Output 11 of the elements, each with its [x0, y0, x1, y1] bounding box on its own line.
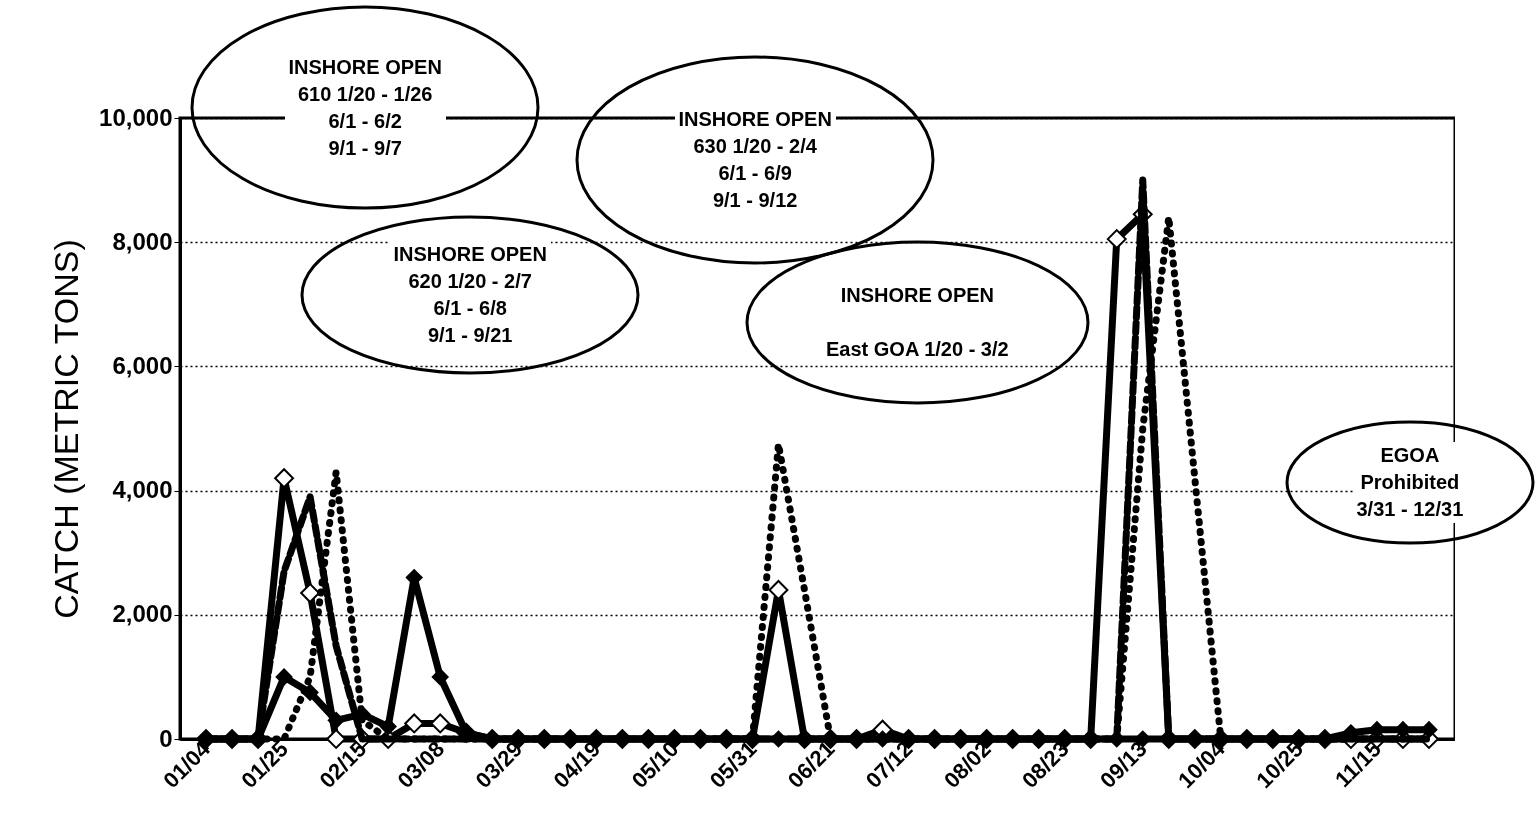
y-tick-label: 6,000	[112, 351, 173, 379]
y-tick-label: 10,000	[99, 103, 173, 131]
annotation: EGOA Prohibited 3/31 - 12/31	[1352, 442, 1468, 523]
annotation: INSHORE OPEN 620 1/20 - 2/7 6/1 - 6/8 9/1 - 9/21	[389, 241, 551, 349]
y-axis-title: CATCH (METRIC TONS)	[47, 239, 86, 619]
annotation: INSHORE OPEN 630 1/20 - 2/4 6/1 - 6/9 9/1 - 9/12	[674, 106, 836, 214]
annotation: INSHORE OPEN 610 1/20 - 1/26 6/1 - 6/2 9/1 - 9/7	[284, 53, 446, 162]
y-tick-label: 2,000	[112, 600, 173, 628]
y-tick-label: 4,000	[112, 476, 173, 504]
y-tick-label: 8,000	[112, 227, 173, 255]
text: INSHORE OPEN East GOA 1/20 - 3/2	[826, 284, 1009, 360]
